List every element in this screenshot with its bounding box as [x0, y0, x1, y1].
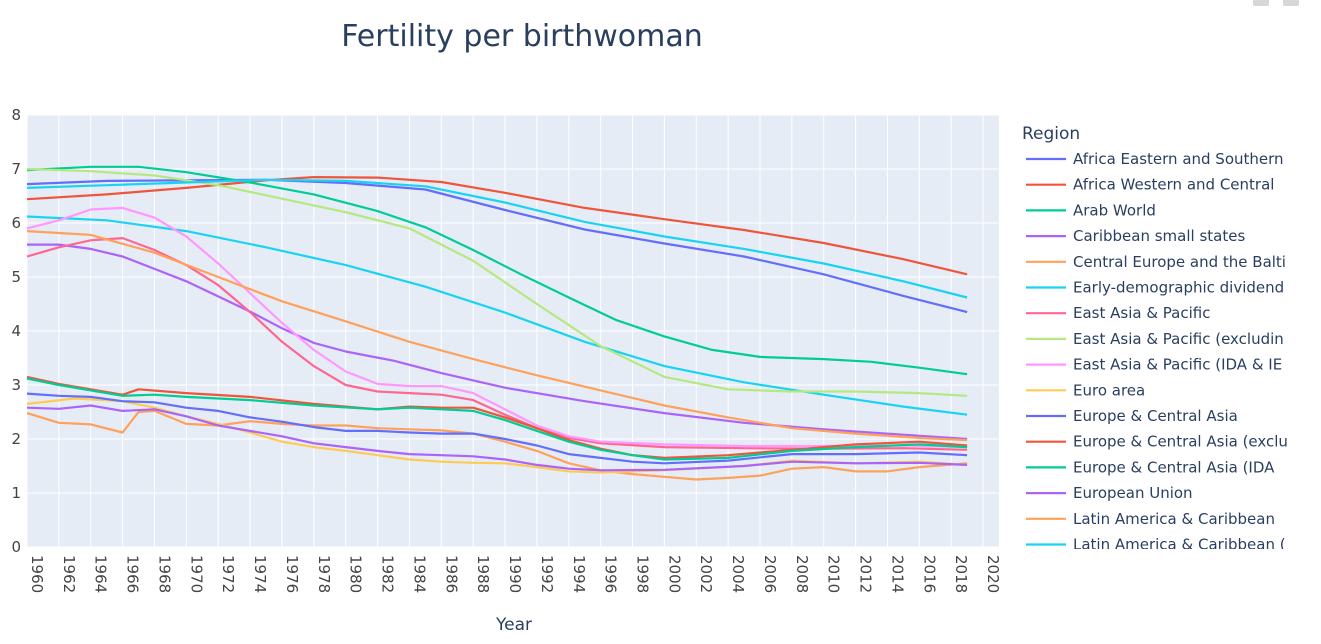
zoom-icon[interactable]	[1283, 0, 1299, 6]
x-tick-label: 2008	[793, 555, 811, 593]
legend-label: East Asia & Pacific	[1073, 304, 1210, 322]
legend-item[interactable]: European Union	[1026, 484, 1193, 502]
series-line-7[interactable]	[26, 167, 968, 397]
legend-item[interactable]: Caribbean small states	[1026, 227, 1245, 245]
legend-label: Europe & Central Asia (IDA	[1073, 458, 1275, 476]
series-line-14[interactable]	[26, 230, 968, 442]
y-tick-label: 6	[11, 214, 21, 232]
y-tick-label: 3	[11, 376, 21, 394]
legend-label: East Asia & Pacific (excludin	[1073, 330, 1284, 348]
chart-title: Fertility per birthwoman	[341, 19, 703, 54]
legend-item[interactable]: Europe & Central Asia (IDA	[1026, 458, 1275, 476]
x-axis-label: Year	[495, 615, 532, 635]
x-tick-label: 1996	[602, 555, 620, 593]
modebar	[1253, 0, 1299, 6]
y-tick-label: 1	[11, 484, 21, 502]
x-tick-label: 1978	[315, 555, 333, 593]
legend-label: Europe & Central Asia	[1073, 407, 1238, 425]
legend: Africa Eastern and Southern Africa Wester…	[1026, 150, 1288, 554]
x-tick-label: 2014	[888, 555, 906, 593]
x-tick-label: 1980	[347, 555, 365, 593]
series-line-15[interactable]	[26, 178, 968, 299]
x-tick-label: 1974	[251, 555, 269, 593]
x-tick-label: 2012	[857, 555, 875, 593]
x-tick-label: 1992	[538, 555, 556, 593]
x-tick-label: 1988	[474, 555, 492, 593]
x-tick-label: 2006	[761, 555, 779, 593]
legend-item[interactable]: Africa Western and Central	[1026, 176, 1274, 194]
legend-item[interactable]: Europe & Central Asia	[1026, 407, 1238, 425]
legend-label: Latin America & Caribbean	[1073, 510, 1275, 528]
x-tick-label: 2020	[984, 555, 1002, 593]
x-tick-label: 1986	[442, 555, 460, 593]
x-tick-label: 1998	[634, 555, 652, 593]
x-tick-label: 1970	[187, 555, 205, 593]
x-tick-label: 2002	[697, 555, 715, 593]
x-axis: 1960 1962 1964 1966 1968 1970 1972 1974 1976 1978…	[28, 555, 1002, 593]
series-line-13[interactable]	[26, 404, 968, 472]
legend-label: Early-demographic dividend	[1073, 279, 1284, 297]
legend-label: Euro area	[1073, 381, 1145, 399]
y-tick-label: 4	[11, 322, 21, 340]
camera-icon[interactable]	[1253, 0, 1269, 6]
legend-label: European Union	[1073, 484, 1193, 502]
legend-item[interactable]: East Asia & Pacific	[1026, 304, 1210, 322]
legend-item[interactable]: Arab World	[1026, 201, 1156, 219]
legend-item[interactable]: Euro area	[1026, 381, 1145, 399]
legend-label: Africa Western and Central	[1073, 176, 1274, 194]
legend-item[interactable]: Africa Eastern and Southern	[1026, 150, 1284, 168]
y-tick-label: 2	[11, 430, 21, 448]
legend-items: Africa Eastern and Southern Africa Wester…	[1026, 150, 1288, 554]
legend-label: Africa Eastern and Southern	[1073, 150, 1284, 168]
x-tick-label: 2010	[825, 555, 843, 593]
y-axis: 0 1 2 3 4 5 6 7 8	[11, 106, 21, 556]
legend-title: Region	[1022, 124, 1080, 144]
x-tick-label: 1962	[60, 555, 78, 593]
series-line-3[interactable]	[27, 243, 968, 441]
x-tick-label: 2018	[952, 555, 970, 593]
series-line-8[interactable]	[26, 206, 968, 449]
series-line-2[interactable]	[26, 165, 968, 376]
legend-item[interactable]: East Asia & Pacific (IDA & IE	[1026, 356, 1282, 374]
x-tick-label: 1972	[219, 555, 237, 593]
x-tick-label: 1968	[155, 555, 173, 593]
legend-item[interactable]: Central Europe and the Balti	[1026, 253, 1286, 271]
y-tick-label: 7	[11, 160, 21, 178]
legend-label: Europe & Central Asia (exclu	[1073, 433, 1288, 451]
x-tick-label: 2004	[729, 555, 747, 593]
series-line-10[interactable]	[26, 392, 968, 465]
legend-item[interactable]: Europe & Central Asia (exclu	[1026, 433, 1288, 451]
series-line-12[interactable]	[26, 377, 968, 461]
series-line-5[interactable]	[26, 215, 968, 416]
x-tick-label: 1984	[410, 555, 428, 593]
legend-label: Central Europe and the Balti	[1073, 253, 1286, 271]
x-tick-label: 1994	[570, 555, 588, 593]
y-tick-label: 8	[11, 106, 21, 124]
y-tick-label: 5	[11, 268, 21, 286]
legend-label: East Asia & Pacific (IDA & IE	[1073, 356, 1282, 374]
y-tick-label: 0	[11, 538, 21, 556]
legend-item[interactable]: East Asia & Pacific (excludin	[1026, 330, 1284, 348]
x-tick-label: 1976	[283, 555, 301, 593]
series-line-1[interactable]	[26, 176, 968, 276]
series-lines	[26, 165, 968, 481]
x-tick-label: 1990	[506, 555, 524, 593]
x-tick-label: 1960	[28, 555, 46, 593]
legend-label: Caribbean small states	[1073, 227, 1245, 245]
legend-item[interactable]: Early-demographic dividend	[1026, 279, 1284, 297]
legend-label: Latin America & Caribbean (	[1073, 536, 1286, 554]
legend-item[interactable]: Latin America & Caribbean	[1026, 510, 1275, 528]
x-tick-label: 1982	[379, 555, 397, 593]
x-tick-label: 1966	[124, 555, 142, 593]
x-tick-label: 2016	[920, 555, 938, 593]
legend-label: Arab World	[1073, 201, 1156, 219]
series-line-11[interactable]	[26, 375, 968, 459]
x-tick-label: 2000	[665, 555, 683, 593]
legend-item[interactable]: Latin America & Caribbean (	[1026, 536, 1286, 554]
series-line-6[interactable]	[26, 237, 968, 451]
x-tick-label: 1964	[92, 555, 110, 593]
